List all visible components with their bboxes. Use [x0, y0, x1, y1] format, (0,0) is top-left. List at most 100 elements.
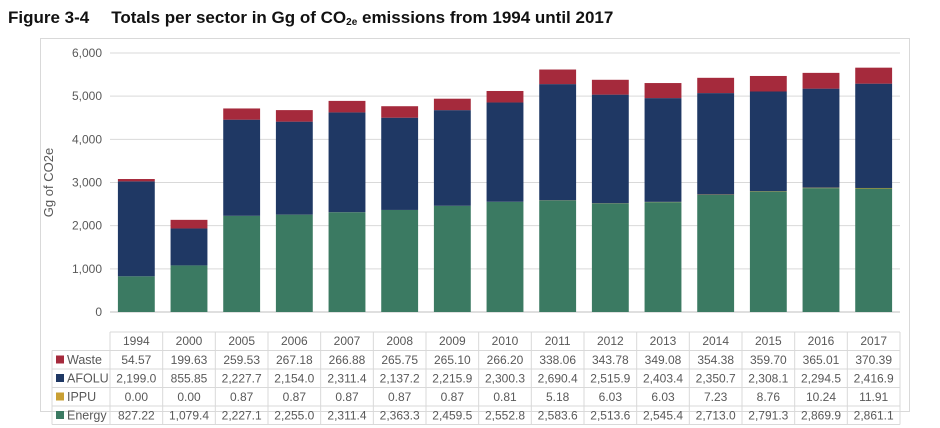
data-label: 338.06 — [539, 353, 576, 367]
x-category-label: 2006 — [281, 334, 308, 348]
data-label: 0.00 — [125, 390, 149, 404]
x-category-label: 2007 — [334, 334, 361, 348]
data-label: 2,869.9 — [801, 409, 841, 423]
data-label: 2,515.9 — [590, 372, 630, 386]
bar-afolu — [117, 181, 155, 277]
data-label: 266.88 — [329, 353, 366, 367]
y-tick-label: 2,000 — [72, 219, 102, 233]
data-label: 2,227.1 — [222, 409, 262, 423]
data-label: 2,227.7 — [222, 372, 262, 386]
x-category-label: 1994 — [123, 334, 150, 348]
y-axis-label: Gg of CO2e — [41, 148, 56, 217]
data-label: 343.78 — [592, 353, 629, 367]
bar-energy — [749, 191, 787, 312]
title-text-end: emissions from 1994 until 2017 — [357, 8, 614, 27]
bar-waste — [539, 69, 577, 85]
data-label: 855.85 — [171, 372, 208, 386]
bar-energy — [802, 188, 840, 312]
data-label: 2,713.0 — [696, 409, 736, 423]
data-label: 6.03 — [651, 390, 675, 404]
data-label: 2,199.0 — [116, 372, 156, 386]
legend-label: IPPU — [67, 390, 96, 404]
data-label: 2,311.4 — [327, 409, 366, 423]
bar-afolu — [433, 110, 471, 206]
bar-afolu — [381, 117, 419, 210]
data-label: 5.18 — [546, 390, 570, 404]
bar-afolu — [539, 84, 577, 201]
data-label: 54.57 — [121, 353, 151, 367]
data-label: 2,154.0 — [274, 372, 314, 386]
bar-waste — [328, 100, 366, 113]
data-label: 8.76 — [757, 390, 781, 404]
data-label: 2,215.9 — [432, 372, 472, 386]
bar-waste — [749, 75, 787, 92]
data-label: 6.03 — [599, 390, 623, 404]
bar-afolu — [802, 88, 840, 188]
x-category-label: 2016 — [808, 334, 835, 348]
data-label: 259.53 — [223, 353, 260, 367]
y-tick-label: 3,000 — [72, 176, 102, 190]
bar-waste — [486, 90, 524, 103]
figure-number: Figure 3-4 — [8, 8, 90, 27]
data-label: 265.10 — [434, 353, 471, 367]
bar-energy — [223, 215, 261, 312]
data-label: 2,308.1 — [748, 372, 788, 386]
bar-energy — [381, 209, 419, 312]
bar-energy — [855, 188, 893, 312]
bar-afolu — [170, 228, 208, 266]
bar-afolu — [697, 93, 735, 195]
data-label: 2,137.2 — [380, 372, 420, 386]
chart-frame — [40, 38, 910, 412]
x-category-label: 2010 — [492, 334, 519, 348]
bar-ippu — [855, 187, 893, 189]
x-category-label: 2008 — [386, 334, 413, 348]
bar-energy — [275, 214, 313, 312]
bar-waste — [644, 83, 682, 99]
bar-afolu — [855, 83, 893, 188]
data-label: 0.87 — [388, 390, 412, 404]
x-category-label: 2017 — [860, 334, 887, 348]
x-category-label: 2009 — [439, 334, 466, 348]
bar-energy — [539, 200, 577, 312]
data-label: 2,459.5 — [432, 409, 472, 423]
data-label: 359.70 — [750, 353, 787, 367]
bar-waste — [591, 79, 629, 95]
data-label: 2,545.4 — [643, 409, 683, 423]
data-label: 349.08 — [645, 353, 682, 367]
data-label: 2,294.5 — [801, 372, 841, 386]
data-label: 2,791.3 — [748, 409, 788, 423]
bar-energy — [697, 194, 735, 312]
bar-waste — [223, 108, 261, 120]
data-label: 2,255.0 — [274, 409, 314, 423]
data-label: 11.91 — [859, 390, 888, 404]
data-label: 2,861.1 — [854, 409, 894, 423]
data-label: 2,363.3 — [380, 409, 420, 423]
data-label: 2,690.4 — [538, 372, 578, 386]
data-label: 7.23 — [704, 390, 728, 404]
y-tick-label: 5,000 — [72, 89, 102, 103]
data-label: 265.75 — [381, 353, 418, 367]
data-label: 0.87 — [230, 390, 254, 404]
bar-energy — [433, 205, 471, 312]
y-tick-label: 6,000 — [72, 46, 102, 60]
data-label: 370.39 — [855, 353, 892, 367]
x-category-label: 2000 — [176, 334, 203, 348]
data-label: 267.18 — [276, 353, 313, 367]
x-category-label: 2012 — [597, 334, 624, 348]
bar-energy — [328, 212, 366, 312]
data-label: 0.87 — [441, 390, 465, 404]
bar-waste — [170, 219, 208, 229]
data-label: 2,416.9 — [854, 372, 894, 386]
bar-afolu — [275, 121, 313, 215]
legend-label: Energy — [67, 409, 107, 423]
x-category-label: 2015 — [755, 334, 782, 348]
title-subscript: 2e — [346, 17, 358, 28]
bar-waste — [855, 67, 893, 84]
bar-waste — [275, 110, 313, 122]
data-label: 2,583.6 — [538, 409, 578, 423]
x-category-label: 2011 — [545, 334, 571, 348]
data-label: 1,079.4 — [169, 409, 209, 423]
x-category-label: 2014 — [702, 334, 729, 348]
